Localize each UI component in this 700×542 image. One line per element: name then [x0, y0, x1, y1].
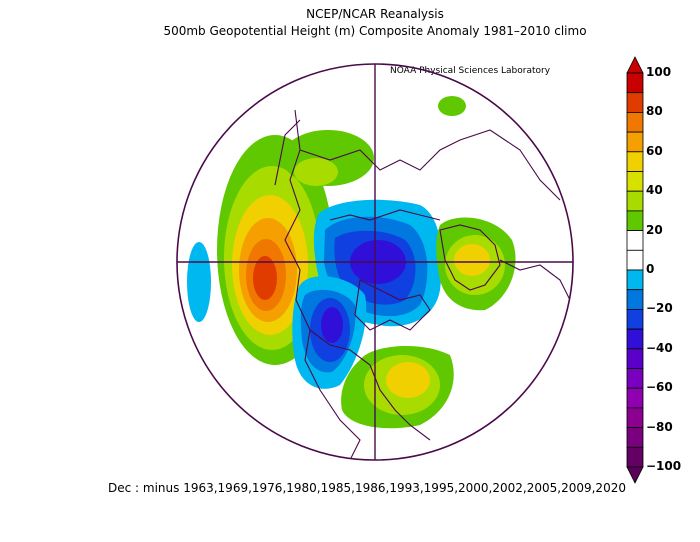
- colorbar-swatch: [626, 387, 644, 409]
- positive-anomaly-europe: [436, 217, 516, 311]
- colorbar-swatch: [626, 427, 644, 448]
- composite-years-footer: Dec : minus 1963,1969,1976,1980,1985,198…: [108, 481, 626, 495]
- colorbar-swatch: [626, 269, 644, 291]
- colorbar-tick-label: −100: [646, 459, 682, 473]
- positive-anomaly-eastern-north-america: [341, 345, 454, 429]
- colorbar-swatch: [626, 171, 644, 192]
- colorbar-swatch: [626, 72, 644, 94]
- colorbar-swatch: [626, 328, 644, 350]
- colorbar-tick-label: −60: [646, 380, 673, 395]
- chart-subtitle: 500mb Geopotential Height (m) Composite …: [163, 24, 587, 38]
- colorbar-swatch: [626, 210, 644, 231]
- colorbar-swatch: [626, 446, 644, 468]
- colorbar-tick-label: 80: [646, 104, 663, 119]
- colorbar-tick-label: 0: [646, 262, 655, 276]
- colorbar-swatch: [626, 308, 644, 330]
- map-boundary: [176, 63, 574, 461]
- colorbar-swatch: [626, 407, 644, 428]
- positive-anomaly-siberia: [438, 96, 466, 116]
- colorbar-tick-label: −80: [646, 419, 673, 434]
- colorbar-swatch: [626, 92, 644, 113]
- colorbar-swatch: [626, 230, 644, 251]
- colorbar-tick-label: 100: [646, 65, 672, 79]
- colorbar-tick-label: 20: [646, 222, 663, 237]
- colorbar-tick-label: 40: [646, 183, 663, 198]
- colorbar-tick-label: −40: [646, 340, 673, 355]
- colorbar-swatch: [626, 190, 644, 212]
- colorbar-swatch: [626, 249, 644, 271]
- colorbar-top-arrow: [626, 56, 644, 74]
- colorbar-swatch: [626, 289, 644, 310]
- colorbar-tick-label: 60: [646, 143, 663, 158]
- credit-label: NOAA Physical Sciences Laboratory: [390, 66, 551, 76]
- colorbar-swatch: [626, 131, 644, 153]
- colorbar-swatch: [626, 151, 644, 172]
- colorbar-swatch: [626, 348, 644, 369]
- colorbar-tick-label: −20: [646, 301, 673, 316]
- anomaly-field: [187, 96, 571, 460]
- colorbar-swatch: [626, 112, 644, 133]
- negative-anomaly-western-canada: [292, 276, 367, 389]
- chart-title: NCEP/NCAR Reanalysis: [306, 7, 444, 21]
- colorbar-swatch: [626, 368, 644, 389]
- colorbar-bottom-arrow: [626, 466, 644, 484]
- coastlines: [274, 109, 571, 460]
